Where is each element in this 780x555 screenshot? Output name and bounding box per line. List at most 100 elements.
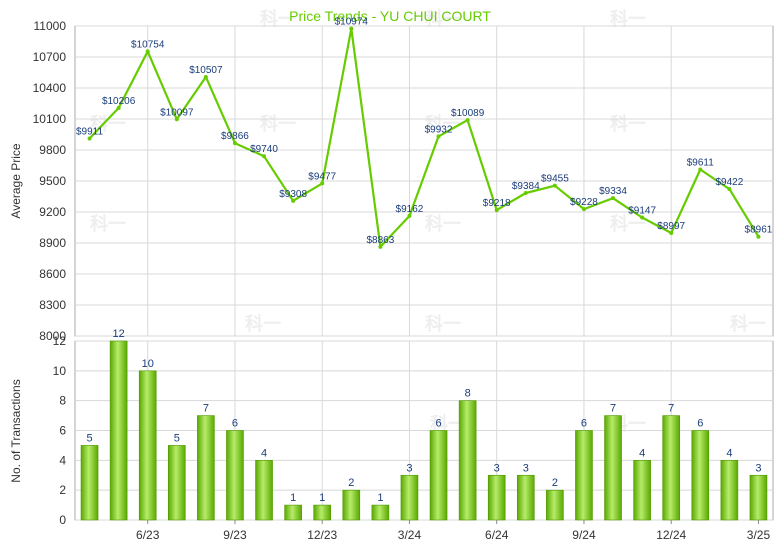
transactions-data-label: 12 <box>113 328 125 340</box>
price-data-point <box>349 26 354 31</box>
price-data-label: $9611 <box>687 158 715 169</box>
price-data-labels: $9911 $10206 $10754 $10097 $10507 $9866$9740 $… <box>76 17 773 246</box>
transactions-data-label: 3 <box>523 462 529 474</box>
transactions-data-label: 1 <box>319 492 325 504</box>
x-tick-label: 12/24 <box>656 528 686 542</box>
price-data-point <box>465 118 470 123</box>
transactions-bar <box>429 430 448 521</box>
price-data-point <box>698 167 703 172</box>
transactions-data-label: 4 <box>261 447 267 459</box>
price-y-tick-label: 9800 <box>39 143 66 157</box>
price-grid <box>75 25 773 337</box>
transactions-bar <box>255 460 273 521</box>
chart-title: Price Trends - YU CHUI COURT <box>289 8 491 24</box>
transactions-data-label: 4 <box>639 447 645 459</box>
price-data-point <box>611 196 616 201</box>
watermark-text: 科一 <box>610 113 646 134</box>
x-tick-label: 9/24 <box>572 528 596 542</box>
price-y-tick-label: 9200 <box>39 205 66 219</box>
transactions-bar <box>633 460 651 521</box>
transactions-data-label: 2 <box>348 477 354 489</box>
x-axis-ticks: 6/23 9/23 12/23 3/24 6/24 9/24 12/24 3/25 <box>136 520 770 542</box>
x-tick-label: 9/23 <box>223 528 247 542</box>
watermark-text: 科一 <box>730 313 766 334</box>
watermark-text: 科一 <box>425 213 461 234</box>
transactions-data-label: 6 <box>581 418 587 430</box>
transactions-data-label: 3 <box>494 462 500 474</box>
transactions-y-axis-ticks: 0 2 4 6 8 10 12 <box>53 334 67 527</box>
price-data-label: $10974 <box>335 17 369 28</box>
transactions-data-label: 6 <box>697 418 703 430</box>
transactions-bar <box>749 474 768 521</box>
transactions-bar <box>109 340 128 521</box>
transactions-data-label: 5 <box>174 432 180 444</box>
price-data-point <box>756 234 761 239</box>
transactions-bar <box>80 445 99 521</box>
x-tick-label: 12/23 <box>307 528 337 542</box>
price-data-label: $10507 <box>189 65 223 76</box>
transactions-data-label: 10 <box>142 358 154 370</box>
price-data-point <box>262 154 267 159</box>
price-data-point <box>145 49 150 54</box>
price-data-label: $9308 <box>279 189 307 200</box>
price-series-line <box>88 27 760 248</box>
transactions-y-tick-label: 6 <box>59 424 66 438</box>
price-data-label: $9911 <box>76 127 104 138</box>
transactions-y-tick-label: 10 <box>53 364 67 378</box>
price-data-label: $9384 <box>512 181 540 192</box>
transactions-data-label: 3 <box>755 462 761 474</box>
price-data-label: $9740 <box>250 144 278 155</box>
price-data-point <box>581 207 586 212</box>
price-data-point <box>320 181 325 186</box>
price-data-label: $9218 <box>483 198 511 209</box>
price-data-point <box>523 190 528 195</box>
transactions-bars <box>80 340 768 521</box>
price-y-tick-label: 8900 <box>39 236 66 250</box>
price-data-label: $10089 <box>451 108 485 119</box>
x-tick-label: 6/24 <box>485 528 509 542</box>
transactions-bar <box>458 400 477 521</box>
transactions-bar <box>342 489 361 521</box>
transactions-data-label: 5 <box>86 432 92 444</box>
price-data-label: $9334 <box>599 186 627 197</box>
transactions-data-label: 2 <box>552 477 558 489</box>
price-y-axis-ticks: 8000 8300 8600 8900 9200 9500 9800 10100 10400 10… <box>33 19 67 343</box>
x-tick-label: 3/25 <box>747 528 771 542</box>
price-data-label: $8997 <box>657 221 685 232</box>
price-data-point <box>174 117 179 122</box>
price-y-tick-label: 10700 <box>33 50 67 64</box>
watermark-text: 科一 <box>245 313 281 334</box>
price-series <box>87 26 761 249</box>
transactions-data-label: 7 <box>203 403 209 415</box>
watermark-text: 科一 <box>610 213 646 234</box>
price-data-point <box>87 136 92 141</box>
transactions-y-tick-label: 12 <box>53 334 67 348</box>
transactions-data-label: 1 <box>377 492 383 504</box>
price-data-point <box>378 244 383 249</box>
price-data-point <box>640 215 645 220</box>
price-data-label: $9162 <box>396 204 424 215</box>
price-data-label: $9228 <box>570 197 598 208</box>
price-data-point <box>669 230 674 235</box>
transactions-data-label: 6 <box>435 418 441 430</box>
transactions-data-label: 7 <box>668 403 674 415</box>
price-data-point <box>552 183 557 188</box>
transactions-data-label: 1 <box>290 492 296 504</box>
watermark-text: 科一 <box>610 8 646 29</box>
transactions-data-label: 7 <box>610 403 616 415</box>
price-data-point <box>407 213 412 218</box>
transactions-bar <box>720 460 739 521</box>
transactions-bar <box>662 415 681 521</box>
price-y-tick-label: 10100 <box>33 112 67 126</box>
transactions-bar <box>197 415 215 521</box>
price-y-tick-label: 11000 <box>34 19 67 33</box>
transactions-y-tick-label: 8 <box>59 394 66 408</box>
watermark-text: 科一 <box>90 213 126 234</box>
price-data-point <box>727 187 732 192</box>
transactions-bar <box>167 445 186 521</box>
price-data-label: $10754 <box>131 39 165 50</box>
transactions-bar <box>516 474 535 521</box>
transactions-bar <box>546 489 564 521</box>
transactions-bar <box>284 504 302 521</box>
